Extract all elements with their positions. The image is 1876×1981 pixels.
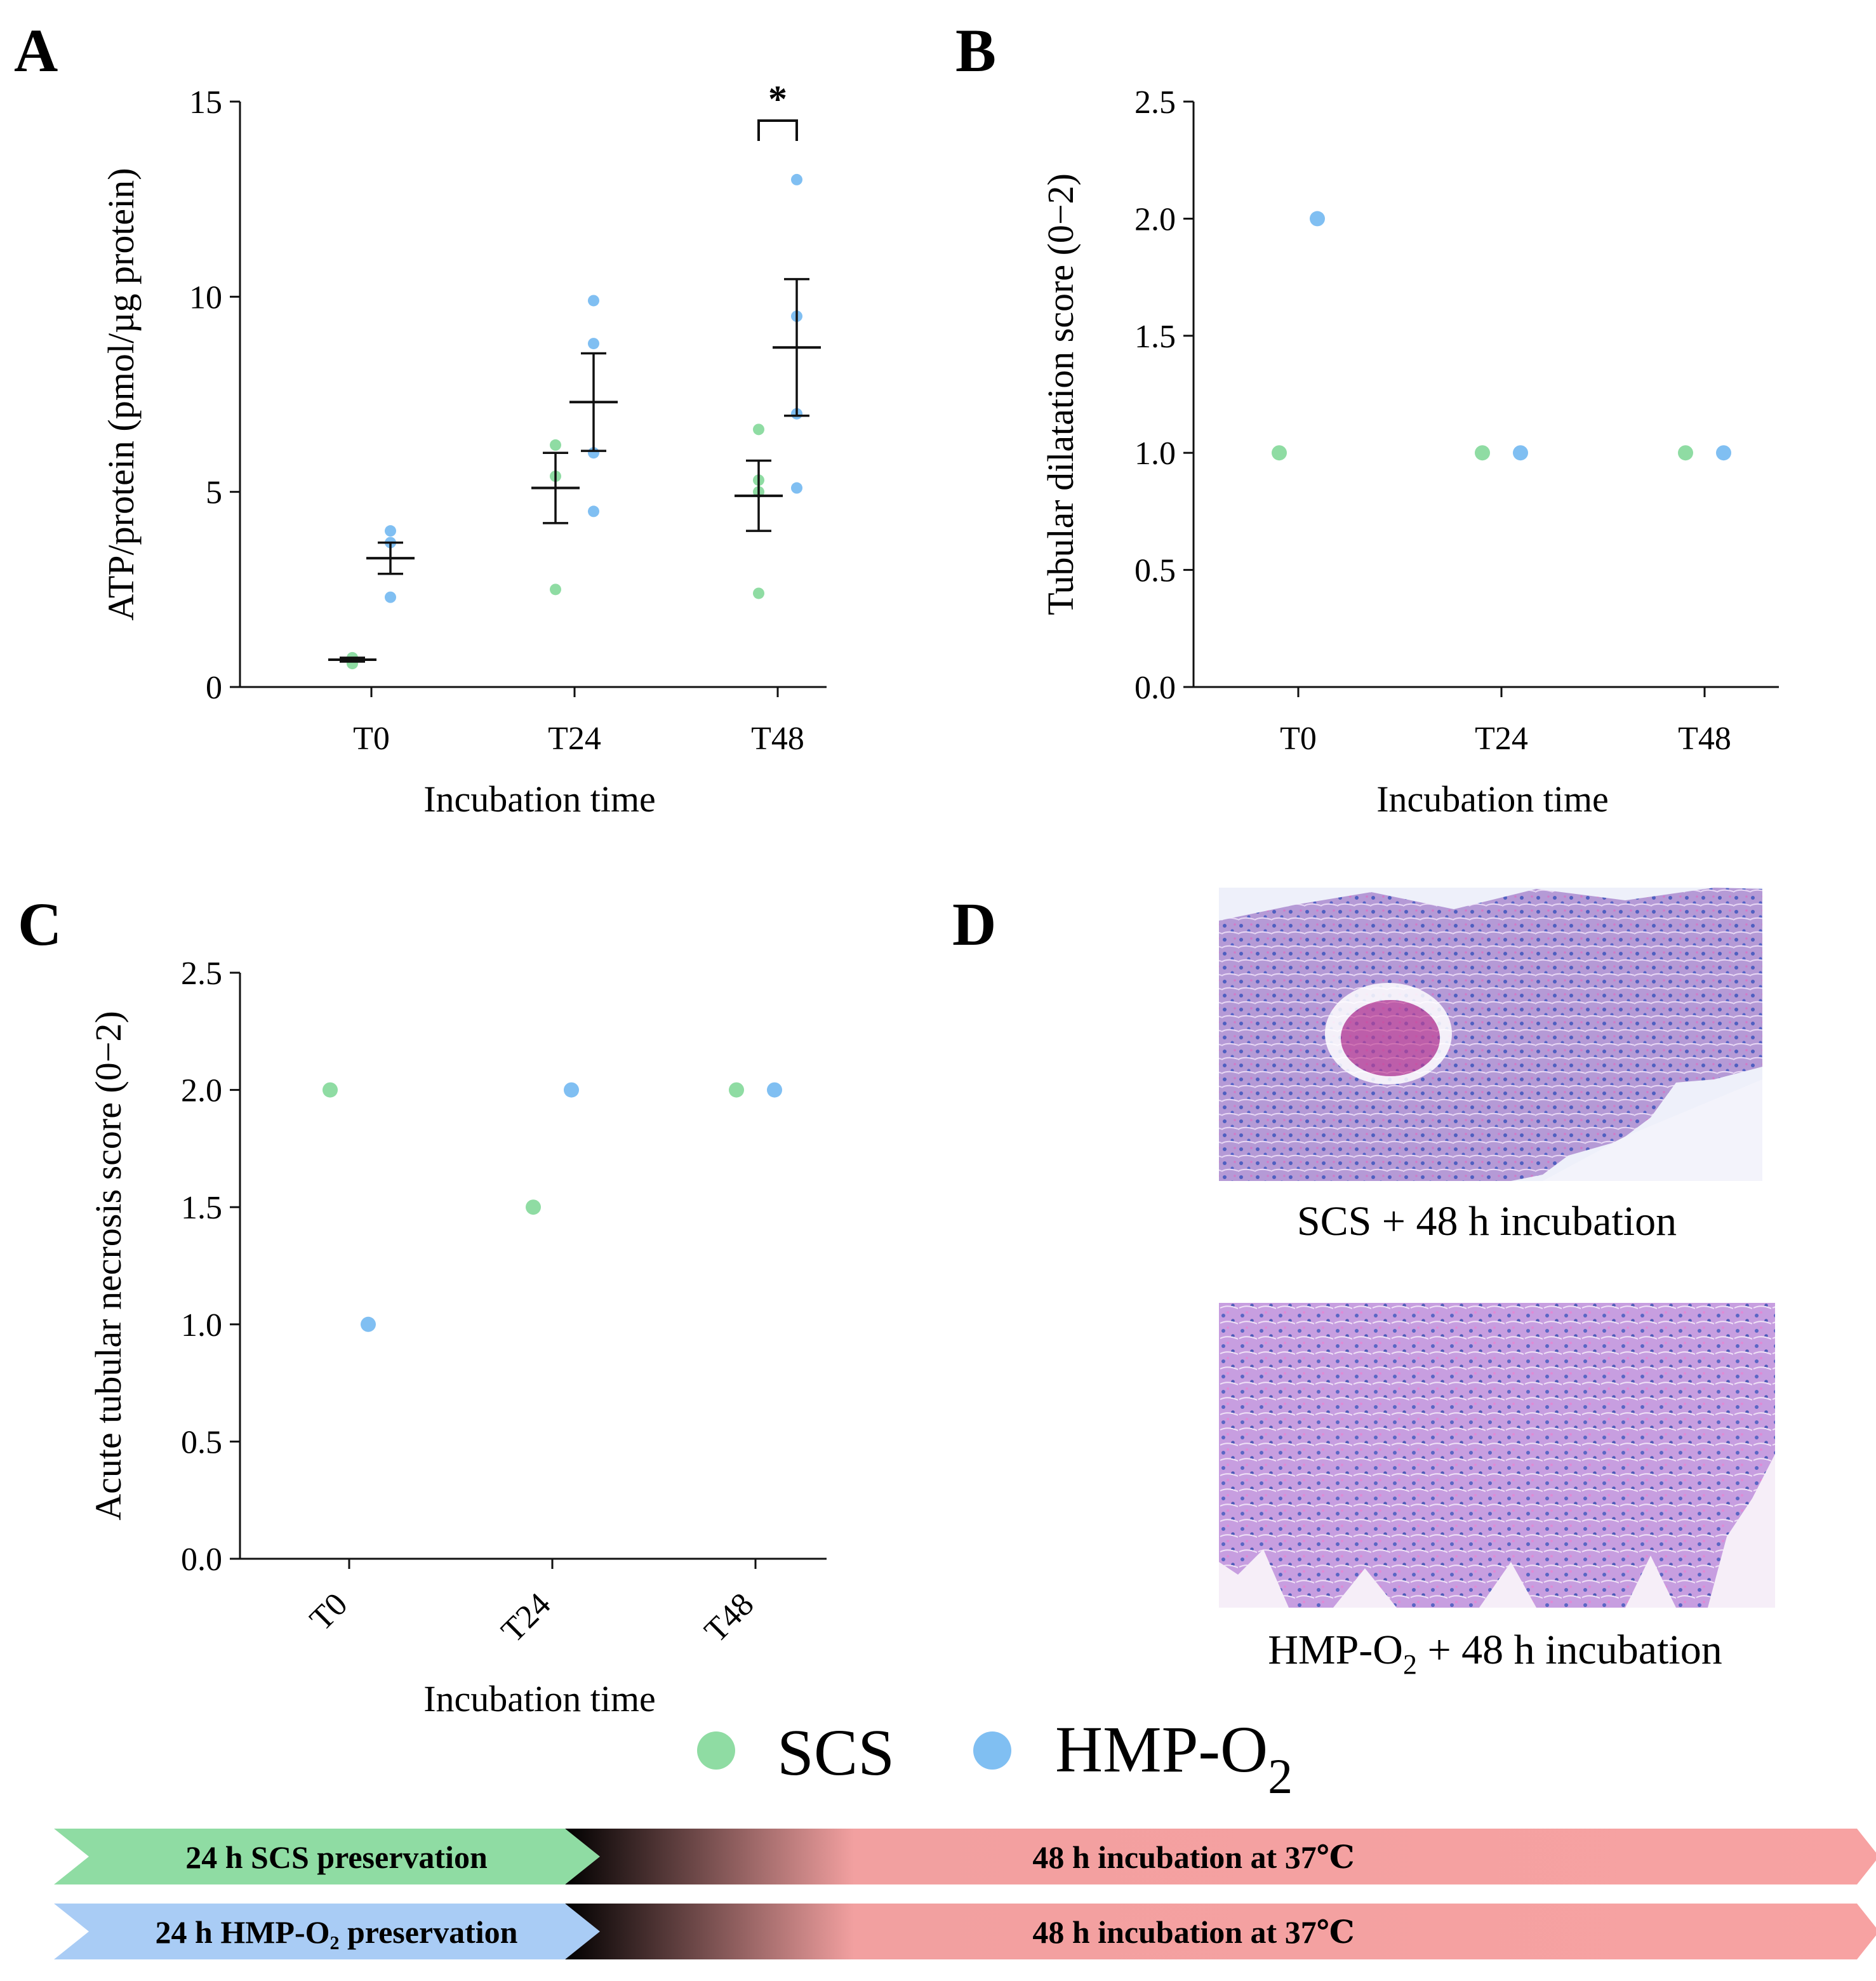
chart-b-x-tick-label: T0: [1280, 721, 1317, 757]
chart-c-y-tick-label: 1.0: [181, 1307, 222, 1344]
chart-tubular-dilatation: 0.0 0.5 1.0 1.5 2.0 2.5 T0 T24 T48 Incubation tim…: [1040, 84, 1779, 820]
chart-c-x-tick-label: T48: [698, 1586, 761, 1650]
chart-atp-protein: 0 5 10 15 T0 T24 T48 Incubation time ATP/protein…: [100, 78, 827, 820]
timeline-incubation-label-1: 48 h incubation at 37℃: [1032, 1839, 1354, 1875]
chart-acute-tubular-necrosis: 0.0 0.5 1.0 1.5 2.0 2.5 T0 T24 T48 Incubation tim…: [88, 956, 827, 1719]
chart-a-point-scs: [753, 587, 764, 599]
chart-c-x-axis-label: Incubation time: [423, 1678, 656, 1719]
chart-c-point-scs: [526, 1199, 541, 1215]
chart-b-y-tick-label: 1.5: [1134, 319, 1176, 355]
chart-b-y-tick-label: 0.0: [1134, 670, 1176, 706]
chart-a-x-tick-label: T48: [751, 721, 804, 757]
chart-c-x-tick-label: T24: [495, 1586, 558, 1650]
chart-a-point-hmp-o2: [588, 295, 599, 307]
chart-b-y-tick-label: 1.0: [1134, 436, 1176, 472]
timeline-scs-band: [54, 1829, 600, 1884]
chart-a-x-tick-label: T0: [353, 721, 390, 757]
chart-a-point-hmp-o2: [385, 591, 396, 603]
chart-a-y-axis-label: ATP/protein (pmol/µg protein): [100, 168, 142, 620]
chart-b-point-hmp-o2: [1513, 445, 1528, 461]
chart-c-point-hmp-o2: [767, 1082, 782, 1098]
chart-b-y-tick-label: 2.5: [1134, 84, 1176, 121]
timeline-incubation-band-2: [565, 1904, 1876, 1959]
panel-letter-b: B: [955, 17, 996, 84]
chart-b-x-axis-label: Incubation time: [1376, 778, 1609, 820]
legend-hmp-sub: 2: [1268, 1749, 1293, 1804]
caption-hmp-rest: + 48 h incubation: [1417, 1627, 1722, 1673]
chart-b-y-tick-label: 0.5: [1134, 553, 1176, 589]
chart-a-significance-bracket: [757, 119, 798, 141]
chart-a-point-scs: [550, 439, 561, 451]
timeline-row-scs: 24 h SCS preservation 48 h incubation at…: [54, 1829, 1876, 1884]
panel-letter-d: D: [952, 890, 996, 958]
chart-a-x-axis-label: Incubation time: [423, 778, 656, 820]
chart-a-point-hmp-o2: [588, 505, 599, 517]
timeline-hmp-band: [54, 1904, 600, 1959]
chart-c-point-scs: [729, 1082, 744, 1098]
chart-b-point-hmp-o2: [1716, 445, 1731, 461]
chart-b-y-tick-label: 2.0: [1134, 201, 1176, 237]
chart-a-point-scs: [550, 584, 561, 596]
chart-a-y-tick-label: 10: [189, 279, 222, 316]
chart-a-point-hmp-o2: [791, 482, 802, 494]
panel-letter-c: C: [18, 890, 62, 958]
caption-hmp-main: HMP-O: [1268, 1627, 1403, 1673]
timeline-scs-label: 24 h SCS preservation: [185, 1839, 488, 1875]
legend: SCS HMP-O2: [697, 1713, 1293, 1804]
chart-a-y-tick-label: 5: [206, 475, 222, 511]
chart-b-x-tick-label: T24: [1475, 721, 1528, 757]
histology-image-scs: [1219, 888, 1762, 1181]
chart-c-point-hmp-o2: [564, 1082, 579, 1098]
chart-a-point-hmp-o2: [588, 338, 599, 350]
timeline-incubation-band: [565, 1829, 1876, 1884]
timeline-row-hmp: 24 h HMP-O₂ preservation 48 h incubation…: [54, 1904, 1876, 1959]
chart-b-y-axis-label: Tubular dilatation score (0−2): [1040, 173, 1081, 615]
chart-a-significance-star: *: [768, 78, 787, 120]
timeline-hmp-label: 24 h HMP-O₂ preservation: [156, 1914, 518, 1950]
chart-c-point-scs: [323, 1082, 338, 1098]
chart-b-point-scs: [1475, 445, 1490, 461]
caption-hmp-o2-48h: HMP-O2 + 48 h incubation: [1268, 1627, 1722, 1680]
panel-letter-a: A: [14, 17, 58, 84]
chart-a-point-scs: [753, 424, 764, 436]
legend-hmp-o2-marker: [973, 1731, 1011, 1770]
chart-b-point-scs: [1678, 445, 1693, 461]
chart-b-point-hmp-o2: [1310, 211, 1325, 227]
legend-hmp-main: HMP-O: [1055, 1713, 1268, 1786]
chart-c-y-axis-label: Acute tubular necrosis score (0−2): [88, 1011, 129, 1521]
chart-a-x-tick-label: T24: [548, 721, 601, 757]
legend-hmp-o2-label: HMP-O2: [1055, 1713, 1293, 1804]
histology-image-hmp-o2: [1219, 1303, 1775, 1608]
chart-a-y-tick-label: 0: [206, 670, 222, 706]
chart-b-x-tick-label: T48: [1678, 721, 1731, 757]
chart-a-y-tick-label: 15: [189, 84, 222, 121]
chart-c-y-tick-label: 2.0: [181, 1073, 222, 1109]
chart-c-y-tick-label: 2.5: [181, 956, 222, 992]
legend-scs-label: SCS: [777, 1716, 895, 1789]
chart-b-point-scs: [1272, 445, 1287, 461]
chart-a-point-hmp-o2: [385, 525, 396, 537]
timeline-incubation-label-2: 48 h incubation at 37℃: [1032, 1914, 1354, 1950]
chart-c-x-tick-label: T0: [303, 1586, 354, 1637]
caption-scs-48h: SCS + 48 h incubation: [1297, 1198, 1677, 1244]
caption-hmp-sub: 2: [1403, 1649, 1417, 1680]
chart-c-point-hmp-o2: [361, 1316, 376, 1332]
legend-scs-marker: [697, 1731, 735, 1770]
chart-a-point-hmp-o2: [791, 173, 802, 185]
chart-c-y-tick-label: 0.5: [181, 1424, 222, 1460]
chart-c-y-tick-label: 1.5: [181, 1190, 222, 1226]
chart-c-y-tick-label: 0.0: [181, 1542, 222, 1578]
